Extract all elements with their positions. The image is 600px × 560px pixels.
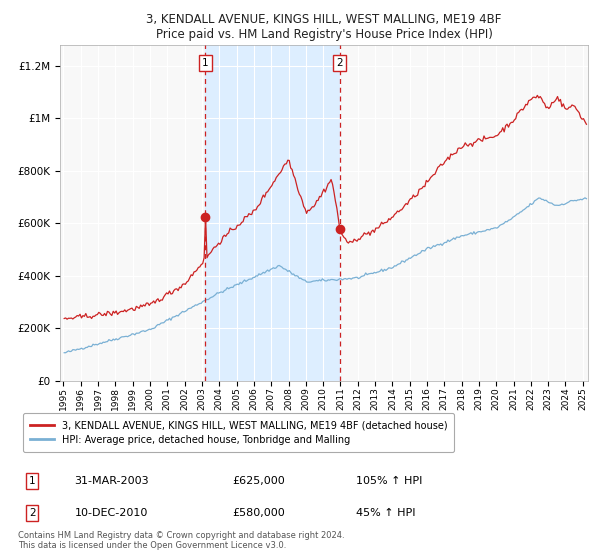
Text: 45% ↑ HPI: 45% ↑ HPI <box>356 508 416 518</box>
Text: 105% ↑ HPI: 105% ↑ HPI <box>356 476 423 486</box>
Text: Contains HM Land Registry data © Crown copyright and database right 2024.
This d: Contains HM Land Registry data © Crown c… <box>18 531 344 550</box>
Bar <box>205 45 340 381</box>
Text: 2: 2 <box>336 58 343 68</box>
Text: 1: 1 <box>202 58 209 68</box>
Text: 10-DEC-2010: 10-DEC-2010 <box>74 508 148 518</box>
Title: 3, KENDALL AVENUE, KINGS HILL, WEST MALLING, ME19 4BF
Price paid vs. HM Land Reg: 3, KENDALL AVENUE, KINGS HILL, WEST MALL… <box>146 13 502 41</box>
Text: £580,000: £580,000 <box>232 508 285 518</box>
Text: 1: 1 <box>29 476 35 486</box>
Text: 2: 2 <box>29 508 35 518</box>
Text: £625,000: £625,000 <box>232 476 285 486</box>
Text: 31-MAR-2003: 31-MAR-2003 <box>74 476 149 486</box>
Legend: 3, KENDALL AVENUE, KINGS HILL, WEST MALLING, ME19 4BF (detached house), HPI: Ave: 3, KENDALL AVENUE, KINGS HILL, WEST MALL… <box>23 413 454 452</box>
